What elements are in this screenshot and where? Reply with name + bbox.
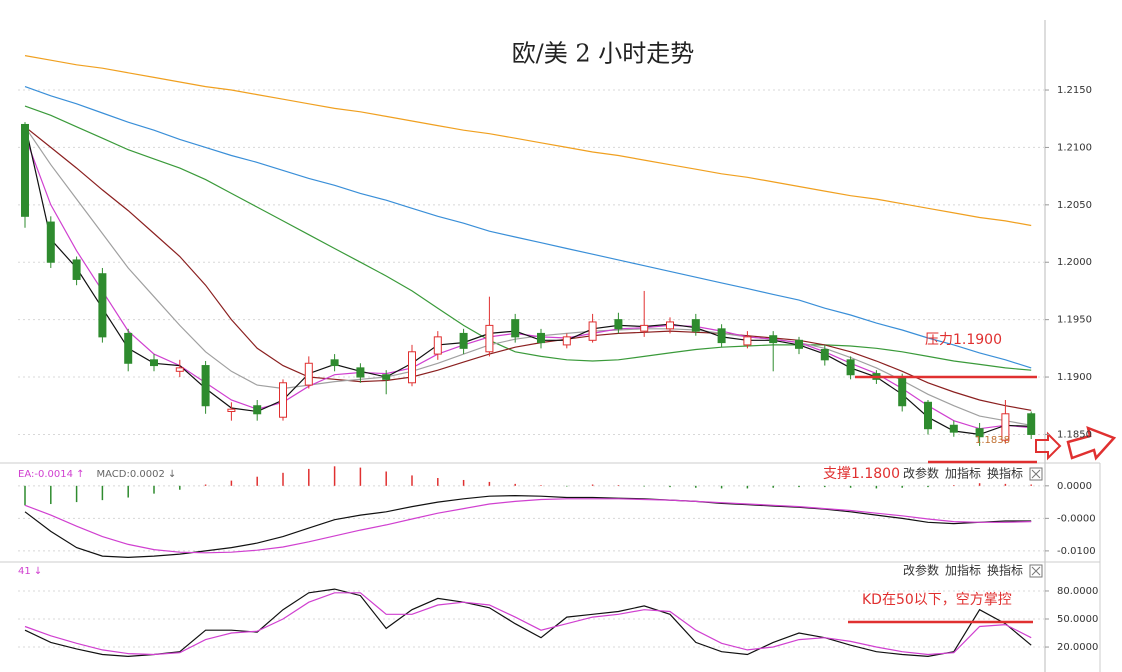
candle-body <box>1027 413 1036 435</box>
y-tick-label: 80.0000 <box>1057 586 1098 597</box>
y-tick-label: 1.2050 <box>1057 200 1092 211</box>
y-tick-label: 1.2000 <box>1057 257 1092 268</box>
candle-body <box>98 273 107 338</box>
indicator-line <box>24 588 1032 658</box>
candle-body <box>304 362 313 386</box>
toolbar-button[interactable]: 加指标 <box>945 466 981 481</box>
candle-body <box>253 405 262 415</box>
toolbar-button[interactable]: 加指标 <box>945 563 981 578</box>
candle-body <box>72 259 81 280</box>
indicator-header: MACD:0.0002 ↓ <box>97 469 177 480</box>
annotation: 压力1.1900 <box>925 332 1002 348</box>
candle-body <box>717 328 726 344</box>
candle-body <box>975 428 984 438</box>
indicator-line <box>24 498 1032 554</box>
close-icon <box>1031 469 1041 479</box>
candle-body <box>175 367 184 372</box>
candle-body <box>614 319 623 330</box>
candle-body <box>459 332 468 349</box>
y-tick-label: 0.0000 <box>1057 481 1092 492</box>
candle-body <box>537 332 545 344</box>
chart-title: 欧/美 2 小时走势 <box>512 40 695 68</box>
candle-body <box>21 123 29 217</box>
candle-body <box>820 348 829 361</box>
candle-body <box>382 374 391 380</box>
y-tick-label: 1.1950 <box>1057 315 1092 326</box>
candle-body <box>124 332 133 364</box>
candle-body <box>743 336 752 346</box>
candle-body <box>795 339 803 349</box>
annotation: 支撑1.1800 <box>823 466 900 482</box>
candle-body <box>1001 413 1010 441</box>
candle-body <box>408 351 416 384</box>
candle-body <box>666 321 674 330</box>
toolbar-button[interactable]: 改参数 <box>903 466 939 481</box>
candle-body <box>330 359 339 367</box>
candle-body <box>769 335 778 344</box>
indicator-line <box>24 126 1032 426</box>
close-icon <box>1031 566 1041 576</box>
candle-body <box>356 367 365 378</box>
candle-body <box>691 319 700 332</box>
indicator-line <box>24 105 1032 371</box>
candle-body <box>949 424 958 433</box>
indicator-line <box>24 126 1032 411</box>
toolbar-button[interactable]: 改参数 <box>903 563 939 578</box>
candle-body <box>150 359 158 367</box>
candle-body <box>898 376 907 407</box>
indicator-line <box>24 124 1032 436</box>
candle-body <box>227 408 236 412</box>
candle-body <box>924 401 932 430</box>
indicator-line <box>24 592 1032 656</box>
candle-body <box>46 221 55 263</box>
candle-body <box>433 336 442 355</box>
y-tick-label: 50.0000 <box>1057 614 1098 625</box>
candle-body <box>201 365 210 407</box>
candle-body <box>846 359 855 376</box>
candle-body <box>279 382 287 418</box>
y-tick-label: 20.0000 <box>1057 642 1098 653</box>
candle-body <box>588 321 597 341</box>
y-tick-label: 1.2150 <box>1057 85 1092 96</box>
annotation: KD在50以下，空方掌控 <box>862 592 1012 608</box>
toolbar-button[interactable]: 换指标 <box>987 563 1023 578</box>
indicator-line <box>24 86 1032 369</box>
y-tick-label: 1.1850 <box>1057 429 1092 440</box>
candle-body <box>485 324 494 353</box>
indicator-header: EA:-0.0014 ↑ <box>18 469 85 480</box>
candle-body <box>640 324 649 332</box>
indicator-header: 41 ↓ <box>18 566 42 577</box>
candle-body <box>562 336 571 346</box>
arrow-icon <box>1035 431 1062 461</box>
y-tick-label: 1.2100 <box>1057 142 1092 153</box>
toolbar-button[interactable]: 换指标 <box>987 466 1023 481</box>
indicator-line <box>24 55 1032 227</box>
arrow-icon <box>1066 425 1117 461</box>
y-tick-label: -0.0100 <box>1057 546 1096 557</box>
y-tick-label: -0.0000 <box>1057 513 1096 524</box>
low-price-label: 1.1838 <box>975 435 1010 446</box>
y-tick-label: 1.1900 <box>1057 372 1092 383</box>
candle-body <box>511 319 520 338</box>
